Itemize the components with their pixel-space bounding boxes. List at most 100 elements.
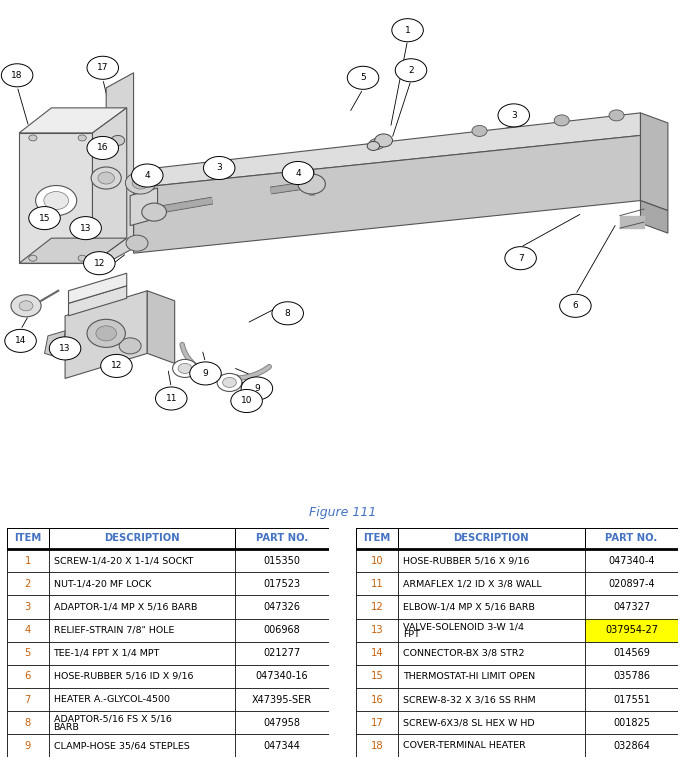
Text: HEATER A.-GLYCOL-4500: HEATER A.-GLYCOL-4500 [53,695,169,704]
Text: 13: 13 [80,223,91,233]
Bar [585,665,678,688]
Text: 8: 8 [285,309,290,317]
Polygon shape [640,113,668,210]
Text: 1: 1 [405,26,410,34]
Text: 2: 2 [25,579,31,589]
Circle shape [223,377,236,387]
Bar [585,572,678,595]
Bar [398,642,585,665]
Polygon shape [19,133,92,263]
Circle shape [560,295,591,317]
Circle shape [505,246,536,270]
Circle shape [155,387,187,410]
Bar [236,595,329,619]
Text: 5: 5 [360,73,366,83]
Bar [236,549,329,572]
Circle shape [241,377,273,400]
Bar [398,595,585,619]
Text: 014569: 014569 [613,648,650,658]
Text: VALVE-SOLENOID 3-W 1/4: VALVE-SOLENOID 3-W 1/4 [403,622,524,631]
Text: 037954-27: 037954-27 [605,625,658,635]
Circle shape [395,59,427,82]
Text: 6: 6 [25,672,31,682]
Circle shape [203,157,235,180]
Text: 12: 12 [111,361,122,370]
Text: HOSE-RUBBER 5/16 ID X 9/16: HOSE-RUBBER 5/16 ID X 9/16 [53,672,193,681]
Circle shape [132,177,149,189]
Bar [356,642,398,665]
Bar [398,528,585,549]
Bar [236,665,329,688]
Bar [356,572,398,595]
Bar [585,595,678,619]
Circle shape [19,301,33,311]
Text: 3: 3 [511,111,516,120]
Polygon shape [134,113,640,188]
Text: 11: 11 [166,394,177,403]
Bar [49,711,236,734]
Circle shape [101,354,132,377]
Text: 015350: 015350 [264,555,301,565]
Text: 020897-4: 020897-4 [608,579,655,589]
Text: 17: 17 [371,718,384,728]
Bar [356,528,398,549]
Circle shape [173,360,197,377]
Text: 1: 1 [25,555,31,565]
Text: 9: 9 [25,741,31,750]
Bar [49,619,236,642]
Bar [398,665,585,688]
Polygon shape [65,291,147,379]
Text: SCREW-8-32 X 3/16 SS RHM: SCREW-8-32 X 3/16 SS RHM [403,695,536,704]
Text: 017551: 017551 [613,695,650,705]
Circle shape [119,338,141,354]
Text: CLAMP-HOSE 35/64 STEPLES: CLAMP-HOSE 35/64 STEPLES [53,741,189,750]
Bar [356,619,398,642]
Circle shape [347,67,379,90]
Polygon shape [68,286,127,316]
Circle shape [178,363,192,373]
Text: COVER-TERMINAL HEATER: COVER-TERMINAL HEATER [403,741,525,750]
Text: 017523: 017523 [264,579,301,589]
Text: 14: 14 [15,337,26,345]
Text: 10: 10 [371,555,384,565]
Circle shape [190,362,221,385]
Text: SCREW-6X3/8 SL HEX W HD: SCREW-6X3/8 SL HEX W HD [403,718,534,728]
Bar [236,711,329,734]
Bar [585,711,678,734]
Bar [398,711,585,734]
Text: 15: 15 [371,672,384,682]
Text: 047340-16: 047340-16 [256,672,308,682]
Bar [49,665,236,688]
Circle shape [29,207,60,230]
Polygon shape [134,135,640,253]
Text: 032864: 032864 [613,741,650,750]
Bar [356,734,398,757]
Circle shape [392,18,423,42]
Bar [356,549,398,572]
Text: 9: 9 [203,369,208,378]
Text: 3: 3 [25,602,31,612]
Text: 047958: 047958 [264,718,301,728]
Circle shape [78,256,86,261]
Circle shape [87,319,125,347]
Text: 047327: 047327 [613,602,650,612]
Circle shape [498,104,530,127]
Text: X47395-SER: X47395-SER [252,695,312,705]
Bar [398,549,585,572]
Text: 7: 7 [518,254,523,262]
Circle shape [1,63,33,86]
Circle shape [29,256,37,261]
Text: 2: 2 [408,66,414,75]
Text: 12: 12 [371,602,384,612]
Circle shape [282,161,314,184]
Circle shape [125,172,155,194]
Polygon shape [640,200,668,233]
Bar [7,642,49,665]
Text: THERMOSTAT-HI LIMIT OPEN: THERMOSTAT-HI LIMIT OPEN [403,672,535,681]
Text: 9: 9 [254,384,260,393]
Circle shape [272,301,303,325]
Polygon shape [106,73,134,263]
Circle shape [36,186,77,216]
Text: 006968: 006968 [264,625,301,635]
Polygon shape [92,108,127,263]
